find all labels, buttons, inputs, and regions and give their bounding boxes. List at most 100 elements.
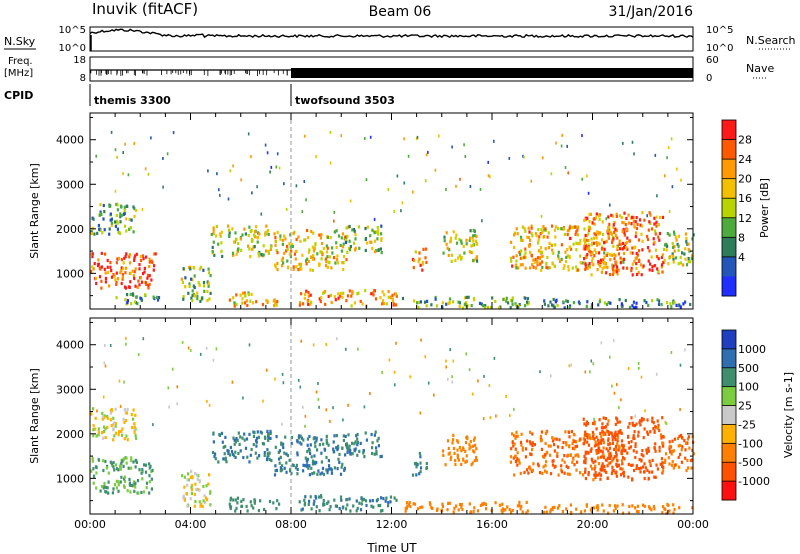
echo-cell (298, 301, 302, 305)
echo-cell (413, 299, 416, 303)
echo-cell (602, 416, 605, 420)
echo-cell (276, 251, 279, 255)
echo-cell (563, 454, 566, 458)
echo-cell (232, 436, 235, 440)
echo-cell (597, 442, 600, 446)
echo-cell (111, 463, 114, 467)
echo-cell (181, 280, 184, 285)
echo-cell (221, 440, 224, 444)
echo-cell (282, 442, 285, 446)
echo-cell (95, 276, 98, 280)
echo-cell (123, 208, 126, 213)
echo-cell (653, 446, 656, 450)
echo-cell (610, 454, 613, 458)
echo-cell (501, 502, 504, 506)
echo-cell (608, 273, 611, 277)
echo-cell (407, 154, 410, 158)
echo-cell (269, 170, 271, 174)
plot-frame (89, 112, 694, 310)
echo-cell (106, 270, 110, 275)
echo-cell (460, 505, 463, 509)
echo-cell (205, 484, 208, 488)
echo-cell (274, 469, 277, 473)
echo-cell (520, 504, 523, 509)
echo-cell (251, 301, 255, 305)
echo-cell (528, 466, 531, 470)
echo-cell (597, 462, 601, 466)
echo-cell (599, 455, 602, 459)
y-tick-label: 1000 (56, 472, 84, 485)
echo-cell (342, 418, 344, 422)
echo-cell (606, 458, 609, 462)
echo-cell (616, 246, 619, 250)
echo-cell (136, 285, 139, 289)
echo-cell (474, 257, 477, 261)
echo-cell (328, 255, 331, 259)
echo-cell (634, 234, 637, 239)
echo-cell (124, 271, 127, 275)
echo-cell (448, 297, 452, 301)
echo-cell (324, 302, 327, 306)
echo-cell (295, 463, 298, 467)
echo-cell (647, 228, 650, 232)
echo-cell (596, 243, 599, 247)
echo-cell (328, 467, 331, 471)
echo-cell (511, 508, 514, 513)
echo-cell (314, 441, 317, 445)
echo-cell (124, 142, 126, 146)
echo-cell (111, 423, 115, 427)
echo-cell (294, 257, 297, 261)
echo-cell (518, 503, 521, 508)
echo-cell (445, 359, 447, 363)
echo-cell (651, 419, 654, 424)
echo-cell (311, 268, 314, 272)
echo-cell (586, 266, 589, 270)
echo-cell (640, 453, 643, 457)
echo-cell (604, 432, 607, 436)
echo-cell (91, 255, 94, 259)
echo-cell (396, 174, 399, 178)
echo-cell (581, 177, 583, 181)
echo-cell (659, 462, 662, 466)
echo-cell (129, 271, 132, 275)
echo-cell (535, 234, 538, 238)
echo-cell (414, 250, 417, 254)
echo-cell (243, 301, 247, 305)
echo-cell (144, 470, 148, 474)
echo-cell (530, 452, 533, 457)
echo-cell (123, 224, 127, 228)
echo-cell (253, 430, 256, 435)
echo-cell (197, 487, 200, 492)
echo-cell (243, 432, 246, 436)
echo-cell (532, 265, 535, 269)
echo-cell (126, 489, 129, 493)
echo-cell (615, 455, 618, 459)
echo-cell (666, 156, 668, 160)
echo-cell (162, 185, 164, 189)
echo-cell (536, 259, 539, 263)
echo-cell (217, 242, 220, 246)
echo-cell (123, 256, 126, 260)
echo-cell (609, 451, 612, 455)
echo-cell (391, 293, 394, 297)
echo-cell (664, 174, 666, 178)
echo-cell (584, 262, 587, 266)
echo-cell (659, 433, 663, 437)
echo-cell (243, 291, 246, 295)
echo-cell (220, 431, 223, 435)
echo-cell (142, 490, 146, 494)
nsearch-label: N.Search (746, 34, 796, 47)
echo-cell (200, 502, 203, 506)
nave-label: Nave (746, 62, 774, 75)
echo-cell (299, 434, 302, 438)
echo-cell (591, 430, 594, 434)
echo-cell (375, 446, 378, 450)
echo-cell (685, 236, 688, 241)
echo-cell (649, 461, 652, 465)
echo-cell (634, 442, 637, 446)
echo-cell (148, 257, 151, 261)
echo-cell (187, 291, 190, 295)
echo-cell (110, 407, 113, 412)
echo-cell (232, 296, 235, 300)
echo-cell (210, 232, 213, 237)
